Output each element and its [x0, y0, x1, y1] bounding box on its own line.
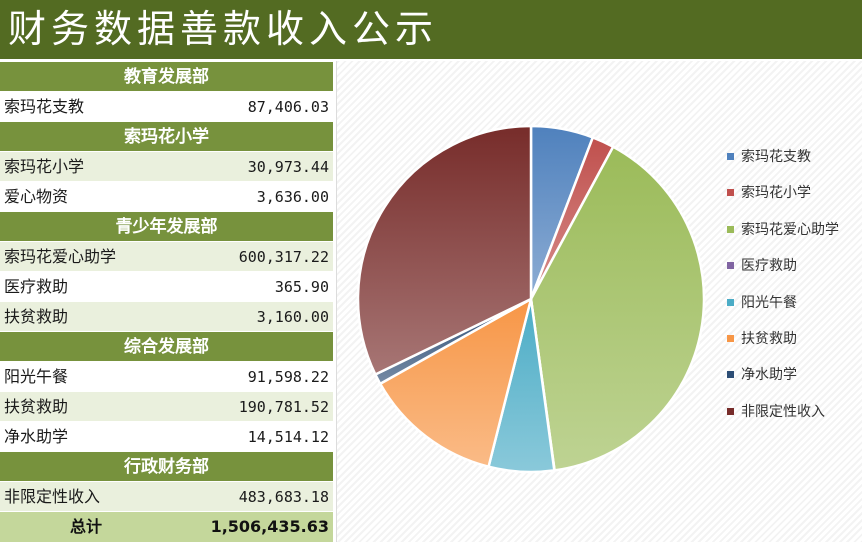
- legend-swatch: [727, 225, 734, 233]
- pie-slice: [378, 296, 533, 469]
- row-value: 365.90: [274, 278, 329, 296]
- legend-item: 索玛花爱心助学: [727, 220, 857, 256]
- legend-label: 非限定性收入: [741, 403, 825, 420]
- legend-label: 医疗救助: [741, 258, 797, 275]
- legend-label: 阳光午餐: [741, 294, 797, 311]
- total-value: 1,506,435.63: [210, 517, 329, 536]
- title-bar: 财务数据善款收入公示: [0, 0, 862, 59]
- legend-label: 索玛花小学: [741, 185, 811, 202]
- table-row: 扶贫救助 3,160.00: [0, 302, 333, 332]
- legend-item: 医疗救助: [727, 256, 857, 292]
- row-value: 190,781.52: [238, 398, 329, 416]
- table-row: 爱心物资 3,636.00: [0, 182, 333, 212]
- legend-swatch: [727, 334, 734, 342]
- section-header: 青少年发展部: [0, 212, 333, 242]
- legend-swatch: [727, 298, 734, 306]
- row-value: 91,598.22: [247, 368, 329, 386]
- row-value: 483,683.18: [238, 488, 329, 506]
- row-name: 医疗救助: [4, 277, 69, 296]
- section-header: 行政财务部: [0, 452, 333, 482]
- row-name: 非限定性收入: [4, 487, 101, 506]
- row-name: 扶贫救助: [4, 307, 69, 326]
- row-value: 3,636.00: [256, 188, 329, 206]
- legend-swatch: [727, 262, 734, 270]
- table-row: 医疗救助 365.90: [0, 272, 333, 302]
- section-header: 索玛花小学: [0, 122, 333, 152]
- table-row: 索玛花支教 87,406.03: [0, 92, 333, 122]
- legend-item: 非限定性收入: [727, 402, 857, 438]
- legend-label: 索玛花支教: [741, 149, 811, 165]
- legend-swatch: [727, 407, 734, 415]
- legend-label: 索玛花爱心助学: [741, 221, 839, 238]
- section-header: 教育发展部: [0, 62, 333, 92]
- donation-table: 教育发展部 索玛花支教 87,406.03 索玛花小学 索玛花小学 30,973…: [0, 62, 333, 542]
- legend-label: 净水助学: [741, 367, 797, 384]
- row-value: 600,317.22: [238, 248, 329, 266]
- row-name: 扶贫救助: [4, 397, 69, 416]
- row-name: 阳光午餐: [4, 367, 69, 386]
- legend-item: 阳光午餐: [727, 293, 857, 329]
- total-row: 总计 1,506,435.63: [0, 512, 333, 542]
- pie-slice: [356, 124, 533, 377]
- legend-item: 索玛花支教: [727, 147, 857, 183]
- legend-item: 扶贫救助: [727, 329, 857, 365]
- pie-slice: [529, 145, 706, 472]
- row-name: 索玛花支教: [4, 97, 85, 116]
- legend-swatch: [727, 153, 734, 160]
- row-name: 索玛花爱心助学: [4, 247, 117, 266]
- table-row: 索玛花小学 30,973.44: [0, 152, 333, 182]
- legend-item: 索玛花小学: [727, 183, 857, 219]
- row-value: 3,160.00: [256, 308, 329, 326]
- table-row: 阳光午餐 91,598.22: [0, 362, 333, 392]
- table-row: 净水助学 14,514.12: [0, 422, 333, 452]
- legend-item: 净水助学: [727, 365, 857, 401]
- row-value: 87,406.03: [247, 98, 329, 116]
- pie-chart: [356, 124, 706, 474]
- row-name: 净水助学: [4, 427, 69, 446]
- legend-label: 扶贫救助: [741, 330, 797, 347]
- row-value: 14,514.12: [247, 428, 329, 446]
- table-row: 非限定性收入 483,683.18: [0, 482, 333, 512]
- row-value: 30,973.44: [247, 158, 329, 176]
- chart-area: 索玛花支教索玛花小学索玛花爱心助学 医疗救助阳光午餐扶贫救助净水助学非限定性收入: [336, 61, 862, 542]
- legend-swatch: [727, 189, 734, 197]
- total-label: 总计: [70, 517, 103, 536]
- legend-swatch: [727, 371, 734, 379]
- table-row: 扶贫救助 190,781.52: [0, 392, 333, 422]
- table-row: 索玛花爱心助学 600,317.22: [0, 242, 333, 272]
- section-header: 综合发展部: [0, 332, 333, 362]
- row-name: 索玛花小学: [4, 157, 85, 176]
- page-title: 财务数据善款收入公示: [8, 7, 439, 51]
- chart-legend: 索玛花支教索玛花小学索玛花爱心助学 医疗救助阳光午餐扶贫救助净水助学非限定性收入: [727, 147, 857, 438]
- row-name: 爱心物资: [4, 187, 69, 206]
